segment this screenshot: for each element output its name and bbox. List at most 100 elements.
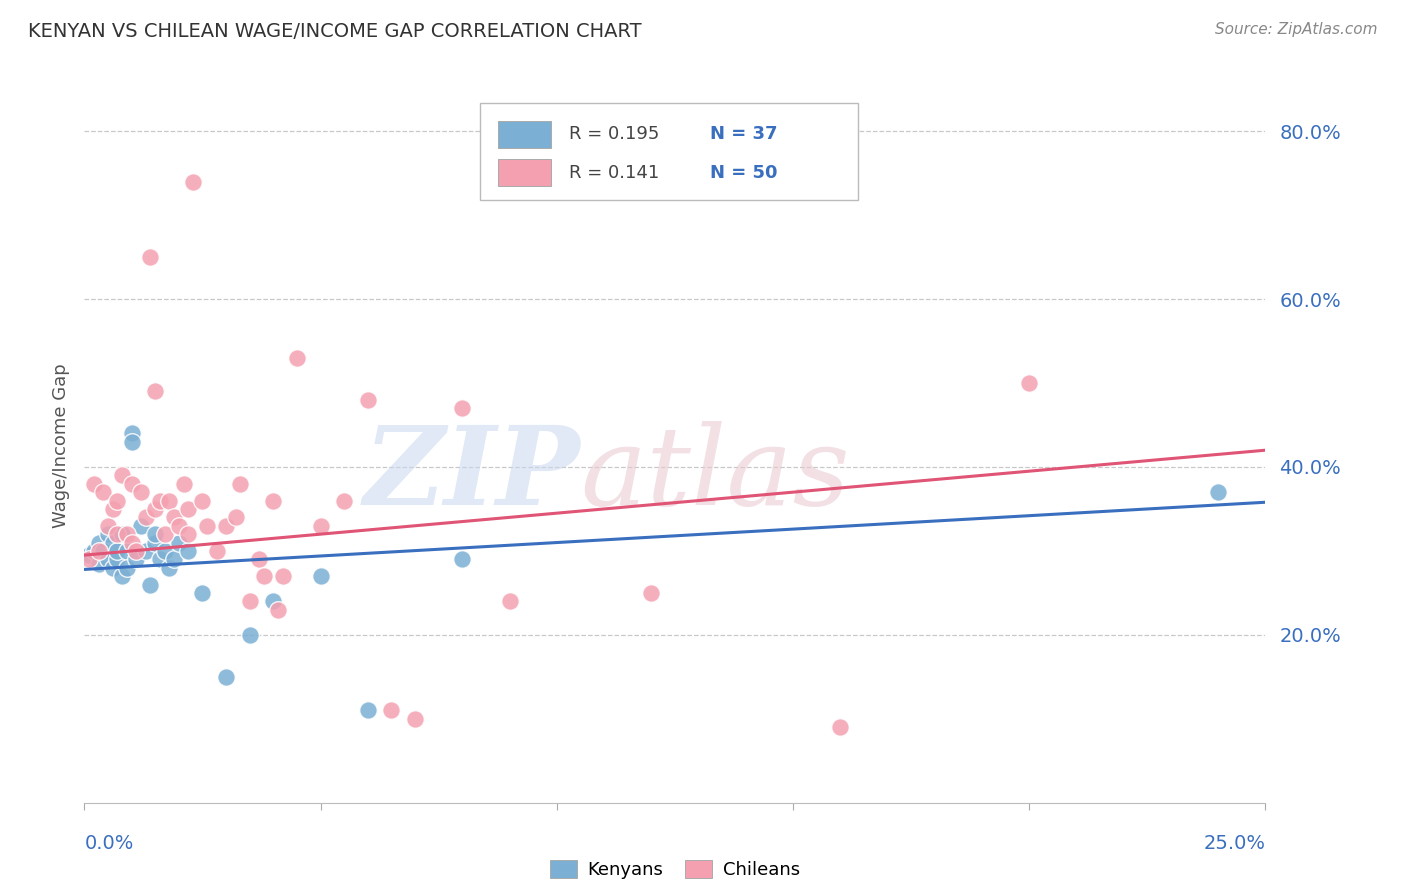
Text: 0.0%: 0.0% — [84, 834, 134, 853]
Point — [143, 502, 166, 516]
Point — [97, 552, 120, 566]
Text: 25.0%: 25.0% — [1204, 834, 1265, 853]
Point — [173, 476, 195, 491]
Point — [87, 544, 110, 558]
Point — [121, 535, 143, 549]
Point — [143, 384, 166, 399]
Point — [115, 560, 138, 574]
Point — [195, 518, 218, 533]
Point — [247, 552, 270, 566]
Point — [1018, 376, 1040, 390]
Point — [380, 703, 402, 717]
Point — [111, 527, 134, 541]
Point — [125, 544, 148, 558]
Point — [498, 594, 520, 608]
Point — [87, 535, 110, 549]
Point — [153, 544, 176, 558]
Point — [107, 544, 129, 558]
Text: R = 0.141: R = 0.141 — [568, 164, 659, 182]
Point — [357, 392, 380, 407]
Point — [267, 603, 290, 617]
Point — [177, 502, 200, 516]
Point — [215, 518, 238, 533]
Point — [239, 594, 262, 608]
Point — [101, 535, 124, 549]
Point — [271, 569, 294, 583]
Point — [77, 552, 100, 566]
Point — [107, 493, 129, 508]
Point — [157, 560, 180, 574]
Point — [135, 510, 157, 524]
Point — [139, 250, 162, 264]
Point — [107, 552, 129, 566]
Text: R = 0.195: R = 0.195 — [568, 125, 659, 144]
Point — [177, 544, 200, 558]
Point — [215, 670, 238, 684]
Point — [262, 493, 284, 508]
Point — [83, 476, 105, 491]
Point — [1206, 485, 1229, 500]
Point — [830, 720, 852, 734]
Point — [451, 401, 474, 416]
Point — [143, 527, 166, 541]
Point — [191, 586, 214, 600]
Bar — [498, 120, 551, 148]
Point — [262, 594, 284, 608]
Text: ZIP: ZIP — [364, 421, 581, 528]
Text: atlas: atlas — [581, 421, 851, 528]
Point — [115, 527, 138, 541]
Point — [167, 518, 190, 533]
Y-axis label: Wage/Income Gap: Wage/Income Gap — [52, 364, 70, 528]
FancyBboxPatch shape — [479, 103, 858, 200]
Point — [167, 535, 190, 549]
Point — [111, 468, 134, 483]
Point — [101, 560, 124, 574]
Point — [107, 527, 129, 541]
Point — [121, 476, 143, 491]
Point — [225, 510, 247, 524]
Point — [91, 485, 114, 500]
Point — [121, 434, 143, 449]
Point — [97, 527, 120, 541]
Point — [149, 493, 172, 508]
Point — [125, 552, 148, 566]
Point — [121, 426, 143, 441]
Point — [149, 552, 172, 566]
Point — [91, 544, 114, 558]
Text: KENYAN VS CHILEAN WAGE/INCOME GAP CORRELATION CHART: KENYAN VS CHILEAN WAGE/INCOME GAP CORREL… — [28, 22, 641, 41]
Point — [129, 518, 152, 533]
Point — [309, 518, 332, 533]
Point — [191, 493, 214, 508]
Text: N = 37: N = 37 — [710, 125, 778, 144]
Point — [139, 577, 162, 591]
Point — [239, 628, 262, 642]
Text: N = 50: N = 50 — [710, 164, 778, 182]
Point — [153, 527, 176, 541]
Point — [157, 493, 180, 508]
Text: Source: ZipAtlas.com: Source: ZipAtlas.com — [1215, 22, 1378, 37]
Point — [309, 569, 332, 583]
Point — [115, 544, 138, 558]
Legend: Kenyans, Chileans: Kenyans, Chileans — [543, 853, 807, 887]
Point — [83, 544, 105, 558]
Point — [129, 485, 152, 500]
Point — [205, 544, 228, 558]
Point — [333, 493, 356, 508]
Point — [181, 175, 204, 189]
Point — [253, 569, 276, 583]
Point — [143, 535, 166, 549]
Point — [285, 351, 308, 365]
Point — [77, 548, 100, 562]
Point — [357, 703, 380, 717]
Bar — [498, 160, 551, 186]
Point — [97, 518, 120, 533]
Point — [87, 557, 110, 571]
Point — [135, 544, 157, 558]
Point — [111, 569, 134, 583]
Point — [163, 510, 186, 524]
Point — [101, 502, 124, 516]
Point — [163, 552, 186, 566]
Point — [177, 527, 200, 541]
Point — [404, 712, 426, 726]
Point — [229, 476, 252, 491]
